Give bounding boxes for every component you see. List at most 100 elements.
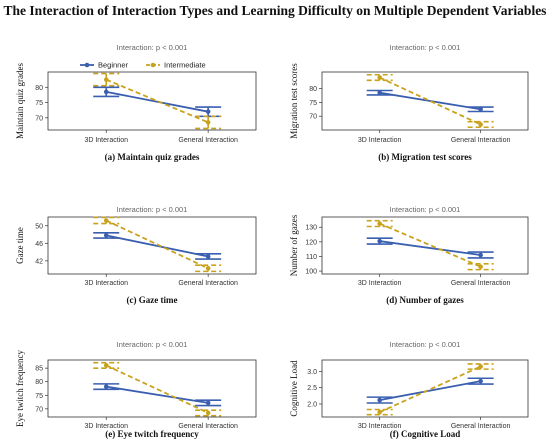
x-tick-label: General Interaction	[178, 423, 238, 430]
beginner-data-point	[205, 254, 211, 259]
panel-caption: (b) Migration test scores	[378, 152, 472, 162]
intermediate-data-point	[103, 77, 109, 82]
x-tick-label: General Interaction	[178, 280, 238, 287]
plot-border	[321, 359, 529, 418]
x-tick-label: 3D Interaction	[84, 423, 128, 430]
interaction-note: Interaction: p < 0.001	[390, 43, 461, 52]
intermediate-data-point	[478, 264, 483, 269]
beginner-data-point	[478, 252, 483, 258]
panel-caption: (a) Maintain quiz grades	[105, 152, 200, 162]
chart-panel-6: Interaction: p < 0.001 2.0 2.5 3.0 3D Intera…	[289, 340, 529, 439]
intermediate-data-point	[377, 221, 382, 226]
legend-swatch-point	[150, 62, 156, 68]
intermediate-series-line	[105, 78, 209, 124]
intermediate-data-point	[377, 409, 382, 415]
y-tick-label: 42	[35, 258, 43, 265]
beginner-data-point	[377, 90, 382, 96]
legend: Beginner Intermediate	[80, 61, 206, 70]
beginner-data-point	[205, 109, 211, 114]
legend-label: Beginner	[98, 61, 129, 70]
intermediate-series-line	[105, 364, 209, 414]
x-tick-label: General Interaction	[451, 280, 511, 287]
beginner-data-point	[478, 106, 483, 112]
intermediate-data-point	[377, 75, 382, 80]
intermediate-series-line	[379, 222, 481, 268]
y-tick-label: 70	[309, 114, 317, 121]
y-tick-label: 70	[35, 406, 43, 413]
panel-caption: (d) Number of gazes	[386, 295, 464, 305]
plot-border	[47, 359, 257, 418]
x-tick-label: 3D Interaction	[84, 280, 128, 287]
chart-panel-2: Interaction: p < 0.001 70 75 80 3D Interacti…	[289, 43, 529, 162]
intermediate-series-line	[379, 76, 481, 126]
beginner-data-point	[103, 89, 109, 95]
x-tick-label: General Interaction	[451, 137, 511, 144]
beginner-data-point	[103, 384, 109, 389]
legend-label: Intermediate	[164, 61, 206, 70]
intermediate-series-line	[379, 365, 481, 413]
beginner-series-line	[106, 385, 209, 404]
interaction-note: Interaction: p < 0.001	[117, 340, 188, 349]
y-tick-label: 80	[309, 86, 317, 93]
y-axis-label: Number of gazes	[289, 214, 299, 276]
y-tick-label: 80	[35, 85, 43, 92]
intermediate-series-line	[105, 219, 209, 270]
beginner-series-line	[379, 240, 481, 256]
intermediate-data-point	[205, 120, 211, 125]
panel-caption: (c) Gaze time	[127, 295, 178, 305]
chart-panel-5: Interaction: p < 0.001 70 75 80 85 3D Interac…	[15, 340, 257, 439]
chart-panel-3: Interaction: p < 0.001 42 46 50 3D Interacti…	[15, 205, 257, 305]
beginner-series-line	[106, 234, 209, 258]
y-tick-label: 75	[35, 393, 43, 400]
x-tick-label: 3D Interaction	[358, 423, 402, 430]
beginner-data-point	[103, 233, 109, 238]
y-tick-label: 100	[305, 269, 317, 276]
y-axis-label: Cognitive Load	[289, 360, 299, 417]
beginner-data-point	[377, 397, 382, 403]
y-tick-label: 75	[35, 100, 43, 107]
x-tick-label: General Interaction	[451, 423, 511, 430]
x-tick-label: General Interaction	[178, 137, 238, 144]
y-axis-label: Eye twitch frequency	[15, 350, 25, 427]
y-tick-label: 70	[35, 115, 43, 122]
y-tick-label: 120	[305, 239, 317, 246]
intermediate-data-point	[478, 364, 483, 369]
y-tick-label: 130	[305, 225, 317, 232]
panel-caption: (f) Cognitive Load	[390, 429, 461, 439]
interaction-note: Interaction: p < 0.001	[117, 205, 188, 214]
plot-border	[321, 216, 529, 275]
y-axis-label: Maintain quiz grades	[15, 63, 25, 139]
chart-panel-4: Interaction: p < 0.001 100 110 120 130 3D Int…	[289, 205, 529, 305]
y-tick-label: 46	[35, 241, 43, 248]
interaction-note: Interaction: p < 0.001	[117, 43, 188, 52]
legend-swatch-point	[84, 62, 90, 68]
x-tick-label: 3D Interaction	[84, 137, 128, 144]
beginner-data-point	[205, 400, 211, 406]
figure-title: The Interaction of Interaction Types and…	[3, 3, 547, 18]
y-tick-label: 2.0	[307, 401, 317, 408]
intermediate-data-point	[205, 410, 211, 416]
y-axis-label: Migration test scores	[289, 63, 299, 139]
interaction-note: Interaction: p < 0.001	[390, 340, 461, 349]
y-tick-label: 3.0	[307, 369, 317, 376]
plot-border	[47, 216, 257, 275]
intermediate-data-point	[478, 122, 483, 127]
beginner-series-line	[379, 380, 481, 401]
y-tick-label: 75	[309, 100, 317, 107]
y-tick-label: 85	[35, 366, 43, 373]
x-tick-label: 3D Interaction	[358, 137, 402, 144]
intermediate-data-point	[103, 363, 109, 368]
y-tick-label: 110	[306, 254, 317, 261]
beginner-series-line	[106, 90, 209, 113]
y-axis-label: Gaze time	[15, 227, 25, 264]
interaction-note: Interaction: p < 0.001	[390, 205, 461, 214]
x-tick-label: 3D Interaction	[358, 280, 402, 287]
beginner-data-point	[478, 378, 483, 384]
chart-panel-1: Interaction: p < 0.001 70 75 80 3D Interacti…	[15, 43, 257, 162]
intermediate-data-point	[103, 218, 109, 223]
y-tick-label: 80	[35, 379, 43, 386]
plot-border	[321, 71, 529, 131]
intermediate-data-point	[205, 266, 211, 271]
plot-border	[47, 71, 257, 131]
